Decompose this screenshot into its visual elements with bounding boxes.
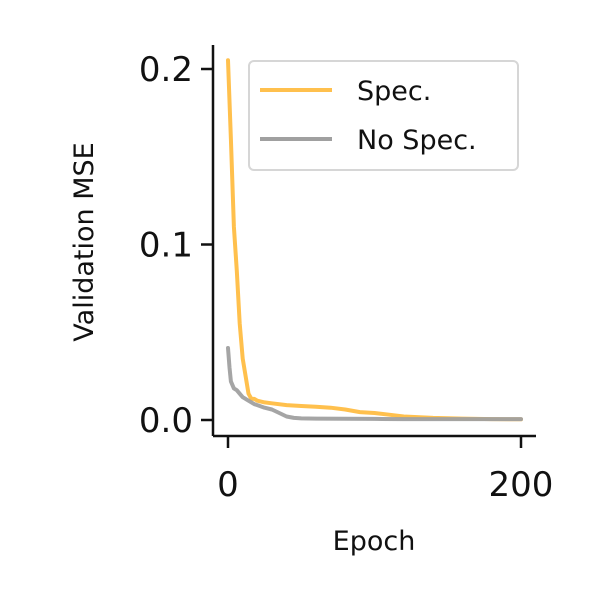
- legend-label-no-spec: No Spec.: [357, 125, 477, 156]
- x-axis-label: Epoch: [333, 526, 416, 557]
- x-tick-label: 200: [489, 465, 554, 505]
- x-tick-label: 0: [217, 465, 239, 505]
- series-line-spec: [226, 58, 523, 422]
- series-layer: [226, 58, 523, 422]
- y-tick-label: 0.0: [139, 401, 193, 441]
- y-tick-label: 0.2: [139, 50, 193, 90]
- plot-area: 0.0 0.1 0.2 0 200: [139, 45, 554, 505]
- legend-label-spec: Spec.: [357, 76, 431, 107]
- series-line-no-spec: [226, 346, 523, 422]
- ticks-layer: 0.0 0.1 0.2 0 200: [139, 50, 554, 505]
- legend: Spec. No Spec.: [248, 60, 519, 171]
- y-axis-label: Validation MSE: [69, 142, 100, 341]
- y-tick-label: 0.1: [139, 226, 193, 266]
